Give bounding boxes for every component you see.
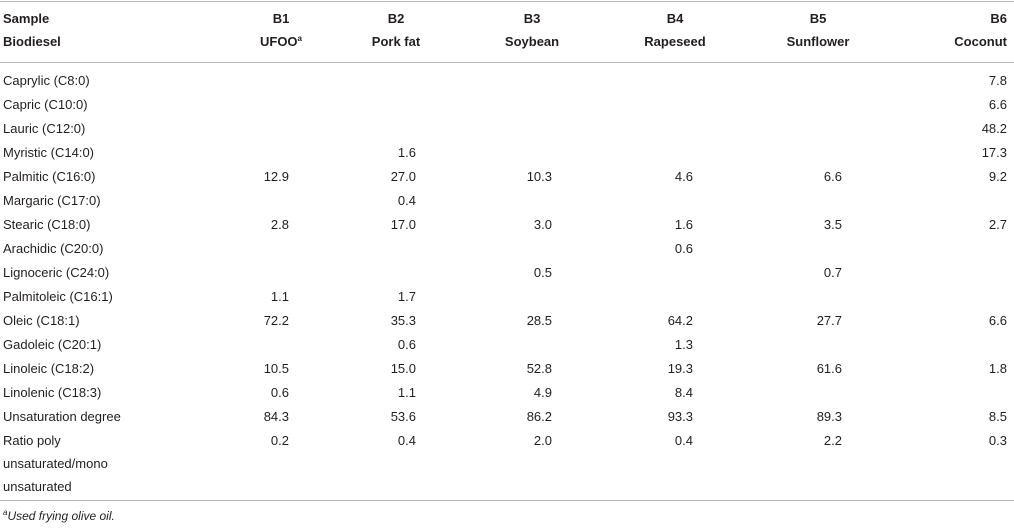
table-cell: 1.7 xyxy=(397,289,416,304)
row-label: Arachidic (C20:0) xyxy=(3,241,104,256)
row-header-line1: Sample xyxy=(3,11,50,26)
table-cell: 2.7 xyxy=(988,217,1007,232)
table-cell: 6.6 xyxy=(988,97,1007,112)
column-header-code-b4: B4 xyxy=(666,11,684,26)
table-cell: 8.5 xyxy=(988,409,1007,424)
column-header-code-b5: B5 xyxy=(809,11,827,26)
row-label: Oleic (C18:1) xyxy=(3,313,80,328)
column-header-code-b6: B6 xyxy=(990,11,1007,26)
table-cell: 15.0 xyxy=(390,361,416,376)
table-footnote: aUsed frying olive oil. xyxy=(3,508,115,524)
row-label: Palmitoleic (C16:1) xyxy=(3,289,113,304)
table-top-rule xyxy=(0,1,1014,2)
row-label: Myristic (C14:0) xyxy=(3,145,95,160)
table-cell: 0.6 xyxy=(397,337,416,352)
table-cell: 0.7 xyxy=(823,265,842,280)
table-cell: 93.3 xyxy=(667,409,693,424)
table-cell: 10.3 xyxy=(526,169,552,184)
table-cell: 0.2 xyxy=(270,433,289,448)
table-cell: 19.3 xyxy=(667,361,693,376)
column-header-name-b5: Sunflower xyxy=(786,34,850,49)
column-header-name-b3: Soybean xyxy=(504,34,560,49)
row-label: unsaturated/mono xyxy=(3,456,108,471)
table-cell: 53.6 xyxy=(390,409,416,424)
column-header-name-b6: Coconut xyxy=(954,34,1007,49)
table-cell: 52.8 xyxy=(526,361,552,376)
table-cell: 35.3 xyxy=(390,313,416,328)
table-cell: 0.4 xyxy=(397,193,416,208)
table-cell: 12.9 xyxy=(263,169,289,184)
table-cell: 61.6 xyxy=(816,361,842,376)
column-header-code-b2: B2 xyxy=(387,11,405,26)
row-label: Caprylic (C8:0) xyxy=(3,73,90,88)
table-cell: 3.5 xyxy=(823,217,842,232)
table-cell: 6.6 xyxy=(823,169,842,184)
row-label: Ratio poly xyxy=(3,433,61,448)
table-bottom-rule xyxy=(0,500,1014,501)
table-cell: 1.3 xyxy=(674,337,693,352)
row-label: Linoleic (C18:2) xyxy=(3,361,95,376)
table-cell: 10.5 xyxy=(263,361,289,376)
table-cell: 27.0 xyxy=(390,169,416,184)
row-label: Lignoceric (C24:0) xyxy=(3,265,110,280)
table-cell: 4.9 xyxy=(533,385,552,400)
table-cell: 0.6 xyxy=(270,385,289,400)
table-cell: 48.2 xyxy=(981,121,1007,136)
table-cell: 86.2 xyxy=(526,409,552,424)
table-cell: 17.0 xyxy=(390,217,416,232)
table-cell: 17.3 xyxy=(981,145,1007,160)
row-label: Lauric (C12:0) xyxy=(3,121,86,136)
table-cell: 2.2 xyxy=(823,433,842,448)
row-label: Stearic (C18:0) xyxy=(3,217,91,232)
table-cell: 9.2 xyxy=(988,169,1007,184)
header-rule xyxy=(0,62,1014,63)
column-header-code-b1: B1 xyxy=(272,11,290,26)
column-header-name-b1: UFOOa xyxy=(259,34,302,49)
row-label: Gadoleic (C20:1) xyxy=(3,337,102,352)
table-cell: 1.8 xyxy=(988,361,1007,376)
table-cell: 64.2 xyxy=(667,313,693,328)
table-cell: 8.4 xyxy=(674,385,693,400)
table-cell: 3.0 xyxy=(533,217,552,232)
row-label: Linolenic (C18:3) xyxy=(3,385,102,400)
table-cell: 28.5 xyxy=(526,313,552,328)
table-cell: 0.6 xyxy=(674,241,693,256)
table-cell: 27.7 xyxy=(816,313,842,328)
column-header-name-b2: Pork fat xyxy=(371,34,421,49)
table-cell: 0.5 xyxy=(533,265,552,280)
table-cell: 0.4 xyxy=(397,433,416,448)
table-cell: 1.6 xyxy=(674,217,693,232)
row-header-line2: Biodiesel xyxy=(3,34,61,49)
row-label: Unsaturation degree xyxy=(3,409,121,424)
row-label: Palmitic (C16:0) xyxy=(3,169,96,184)
table-cell: 0.4 xyxy=(674,433,693,448)
table-cell: 84.3 xyxy=(263,409,289,424)
table-cell: 2.8 xyxy=(270,217,289,232)
row-label: unsaturated xyxy=(3,479,72,494)
row-label: Capric (C10:0) xyxy=(3,97,88,112)
table-cell: 1.6 xyxy=(397,145,416,160)
table-cell: 89.3 xyxy=(816,409,842,424)
column-header-code-b3: B3 xyxy=(523,11,541,26)
table-cell: 1.1 xyxy=(270,289,289,304)
table-cell: 2.0 xyxy=(533,433,552,448)
table-cell: 72.2 xyxy=(263,313,289,328)
table-cell: 0.3 xyxy=(988,433,1007,448)
row-label: Margaric (C17:0) xyxy=(3,193,101,208)
table-cell: 1.1 xyxy=(397,385,416,400)
table-cell: 4.6 xyxy=(674,169,693,184)
table-cell: 7.8 xyxy=(988,73,1007,88)
column-header-name-b4: Rapeseed xyxy=(644,34,706,49)
table-cell: 6.6 xyxy=(988,313,1007,328)
